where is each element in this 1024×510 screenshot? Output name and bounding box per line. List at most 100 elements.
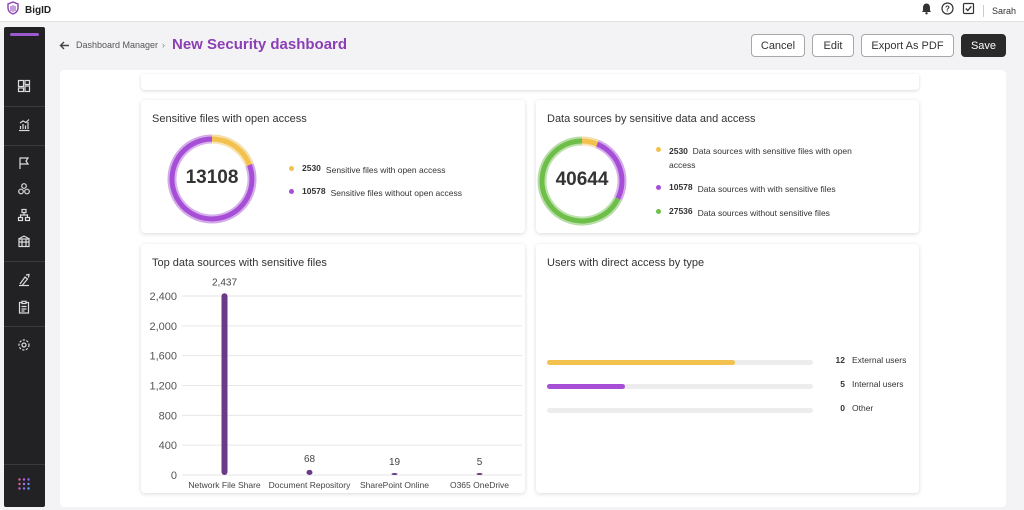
users-access-card: Users with direct access by type 12 Exter… <box>536 244 919 493</box>
reports-icon[interactable] <box>16 117 32 133</box>
legend-item: 27536 Data sources without sensitive fil… <box>656 206 830 220</box>
legend-label: Data sources with with sensitive files <box>697 184 836 194</box>
user-type-bar-fill[interactable] <box>547 384 626 389</box>
hierarchy-icon[interactable] <box>16 207 32 223</box>
legend-value: 10578 <box>669 182 693 192</box>
sidebar-divider <box>4 464 45 465</box>
logo[interactable]: BigID <box>6 1 51 20</box>
tasks-check-icon[interactable] <box>962 2 975 20</box>
edit-button[interactable]: Edit <box>812 34 854 57</box>
flag-icon[interactable] <box>16 155 32 171</box>
breadcrumb[interactable]: Dashboard Manager <box>76 40 159 50</box>
legend-value: 2530 <box>669 146 688 156</box>
donut-outline <box>537 136 627 226</box>
legend-dot <box>289 189 294 194</box>
donut-slice[interactable] <box>169 136 255 222</box>
donut-total: 40644 <box>555 169 609 190</box>
page-title: New Security dashboard <box>172 36 348 53</box>
user-type-label: Internal users <box>852 379 904 389</box>
legend-dot <box>656 185 661 190</box>
user-type-bar-track <box>547 408 813 413</box>
data-sources-donut <box>537 136 627 226</box>
chevron-right-icon: › <box>162 40 165 50</box>
top-data-sources-chart: 0 400 800 1,200 1,600 2,000 2,400 2,437 Network … <box>149 278 522 490</box>
y-tick-label: 1,200 <box>149 381 177 393</box>
donut-slice[interactable] <box>596 141 625 200</box>
gear-icon[interactable] <box>16 337 32 353</box>
bar[interactable] <box>391 473 398 475</box>
x-tick-label: O365 OneDrive <box>450 480 509 490</box>
bigid-logo-icon <box>6 1 20 20</box>
bar[interactable] <box>306 469 313 475</box>
inventory-icon[interactable] <box>16 233 32 249</box>
legend-item: 2530 Data sources with sensitive files w… <box>656 144 871 172</box>
save-button[interactable]: Save <box>961 34 1006 57</box>
y-tick-label: 2,400 <box>149 291 177 303</box>
card-title: Data sources by sensitive data and acces… <box>547 113 756 125</box>
apps-grid-icon[interactable] <box>16 476 32 492</box>
dashboard-icon[interactable] <box>16 78 32 94</box>
user-type-label: External users <box>852 355 907 365</box>
user-type-bar-fill[interactable] <box>547 360 735 365</box>
user-type-count: 12 <box>835 355 845 365</box>
sidebar-divider <box>4 106 45 107</box>
clusters-icon[interactable] <box>16 181 32 197</box>
bar[interactable] <box>476 473 483 475</box>
legend-item: 10578 Data sources with with sensitive f… <box>656 182 836 196</box>
bell-icon[interactable] <box>920 2 933 20</box>
sensitive-files-donut <box>167 134 257 224</box>
export-pdf-button[interactable]: Export As PDF <box>861 34 954 57</box>
card-title: Top data sources with sensitive files <box>152 257 327 269</box>
data-sources-card: Data sources by sensitive data and acces… <box>536 100 919 233</box>
card-title: Users with direct access by type <box>547 257 705 269</box>
sensitive-files-card: Sensitive files with open access 13108 2… <box>141 100 525 233</box>
y-tick-label: 800 <box>159 410 177 422</box>
clipboard-icon[interactable] <box>16 299 32 315</box>
x-tick-label: Network File Share <box>188 480 261 490</box>
legend-label: Data sources with sensitive files with o… <box>692 146 852 156</box>
legend-dot <box>289 166 294 171</box>
bar[interactable] <box>221 293 228 475</box>
widget-card <box>141 74 919 90</box>
donut-total: 13108 <box>185 167 239 188</box>
x-tick-label: SharePoint Online <box>360 480 429 490</box>
donut-slice[interactable] <box>581 138 599 147</box>
card-title: Sensitive files with open access <box>152 113 307 125</box>
legend-item: 2530 Sensitive files with open access <box>289 163 445 177</box>
legend-dot <box>656 209 661 214</box>
user-type-label: Other <box>852 403 874 413</box>
user-menu[interactable]: Sarah <box>991 6 1016 16</box>
y-tick-label: 1,600 <box>149 351 177 363</box>
cancel-button[interactable]: Cancel <box>751 34 805 57</box>
bar-data-label: 19 <box>389 457 401 468</box>
y-tick-label: 400 <box>159 440 177 452</box>
legend-label: access <box>669 160 696 170</box>
legend-dot <box>656 147 661 152</box>
y-tick-label: 2,000 <box>149 321 177 333</box>
donut-slice[interactable] <box>211 136 252 166</box>
x-tick-label: Document Repository <box>269 480 351 490</box>
legend-label: Data sources without sensitive files <box>697 208 830 218</box>
svg-text:?: ? <box>945 4 950 13</box>
legend-label: Sensitive files with open access <box>325 165 446 175</box>
user-type-bar-track <box>547 360 813 365</box>
top-bar-divider <box>982 5 984 17</box>
app-name: BigID <box>25 5 52 16</box>
top-data-sources-card: Top data sources with sensitive files 0 4… <box>141 244 525 493</box>
legend-label: Sensitive files without open access <box>330 188 462 198</box>
user-type-bar-track <box>547 384 813 389</box>
donut-slice[interactable] <box>539 138 621 224</box>
legend-item: 10578 Sensitive files without open acces… <box>289 186 462 200</box>
remediation-icon[interactable] <box>16 272 32 288</box>
bar-data-label: 68 <box>304 454 316 465</box>
help-icon[interactable]: ? <box>941 2 954 20</box>
y-tick-label: 0 <box>171 470 177 482</box>
bar-data-label: 2,437 <box>212 278 237 288</box>
sidebar-divider <box>4 261 45 262</box>
user-type-count: 5 <box>840 379 845 389</box>
sidebar-divider <box>4 145 45 146</box>
sidebar <box>4 27 45 507</box>
arrow-left-icon[interactable] <box>59 38 70 56</box>
sidebar-active-indicator <box>10 33 39 36</box>
user-type-count: 0 <box>840 403 845 413</box>
